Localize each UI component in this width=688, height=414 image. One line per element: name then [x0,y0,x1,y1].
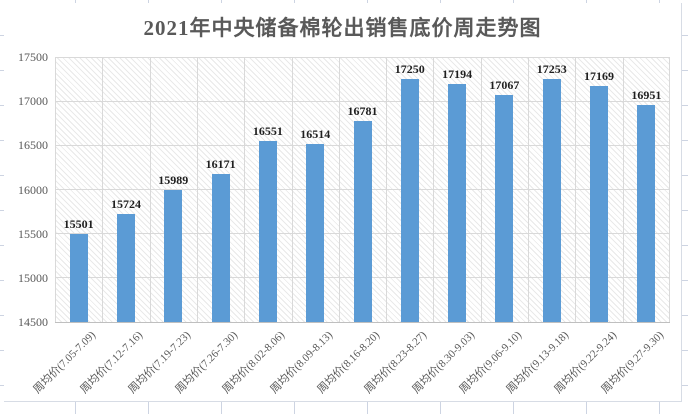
bar[interactable] [211,174,230,322]
chart-canvas[interactable]: 2021年中央储备棉轮出销售底价周走势图 15501 15724 15989 1617… [4,3,682,402]
bar-value-label: 15501 [63,216,94,231]
bar[interactable] [69,233,88,322]
x-axis-line [55,321,670,323]
bar[interactable] [353,120,372,322]
bar-value-label: 16781 [347,103,378,118]
bar[interactable] [590,86,609,322]
v-gridline [339,57,340,322]
chart-title[interactable]: 2021年中央储备棉轮出销售底价周走势图 [143,16,542,40]
y-tick-label: 17000 [18,94,48,109]
bar[interactable] [542,78,561,322]
y-tick-label: 14500 [18,315,48,329]
bar[interactable] [400,79,419,322]
bar-value-label: 16171 [205,157,236,172]
bar-value-label: 16551 [252,123,283,138]
bar-value-label: 16951 [631,88,662,103]
v-gridline [150,57,151,322]
bar-value-label: 17194 [442,67,473,82]
bar-value-label: 17250 [394,62,425,77]
v-gridline [292,57,293,322]
bar[interactable] [637,105,656,322]
bar[interactable] [116,213,135,322]
bar-value-label: 15989 [158,173,189,188]
plot-area[interactable]: 15501 15724 15989 16171 16551 16514 16781 17250… [55,56,670,323]
v-gridline [102,57,103,322]
bar[interactable] [164,190,183,322]
v-gridline [386,57,387,322]
v-gridline [575,57,576,322]
y-tick-label: 17500 [18,50,48,64]
v-gridline [433,57,434,322]
bar-value-label: 17169 [584,69,615,84]
v-gridline [197,57,198,322]
v-gridline [669,57,670,322]
bar[interactable] [448,84,467,322]
bar[interactable] [495,95,514,322]
v-gridline [623,57,624,322]
bar-value-label: 15724 [110,196,141,211]
v-gridline [481,57,482,322]
y-tick-label: 16000 [18,182,48,197]
v-gridline [244,57,245,322]
v-gridline [528,57,529,322]
h-gridline [55,100,670,102]
bar-value-label: 16514 [300,127,331,142]
bar[interactable] [258,140,277,322]
y-tick-label: 16500 [18,138,48,153]
h-gridline [55,56,670,58]
bar[interactable] [306,144,325,322]
y-tick-label: 15500 [18,226,48,241]
bar-value-label: 17067 [489,78,520,93]
y-tick-label: 15000 [18,270,48,285]
v-gridline [55,57,56,322]
bar-value-label: 17253 [536,61,567,76]
